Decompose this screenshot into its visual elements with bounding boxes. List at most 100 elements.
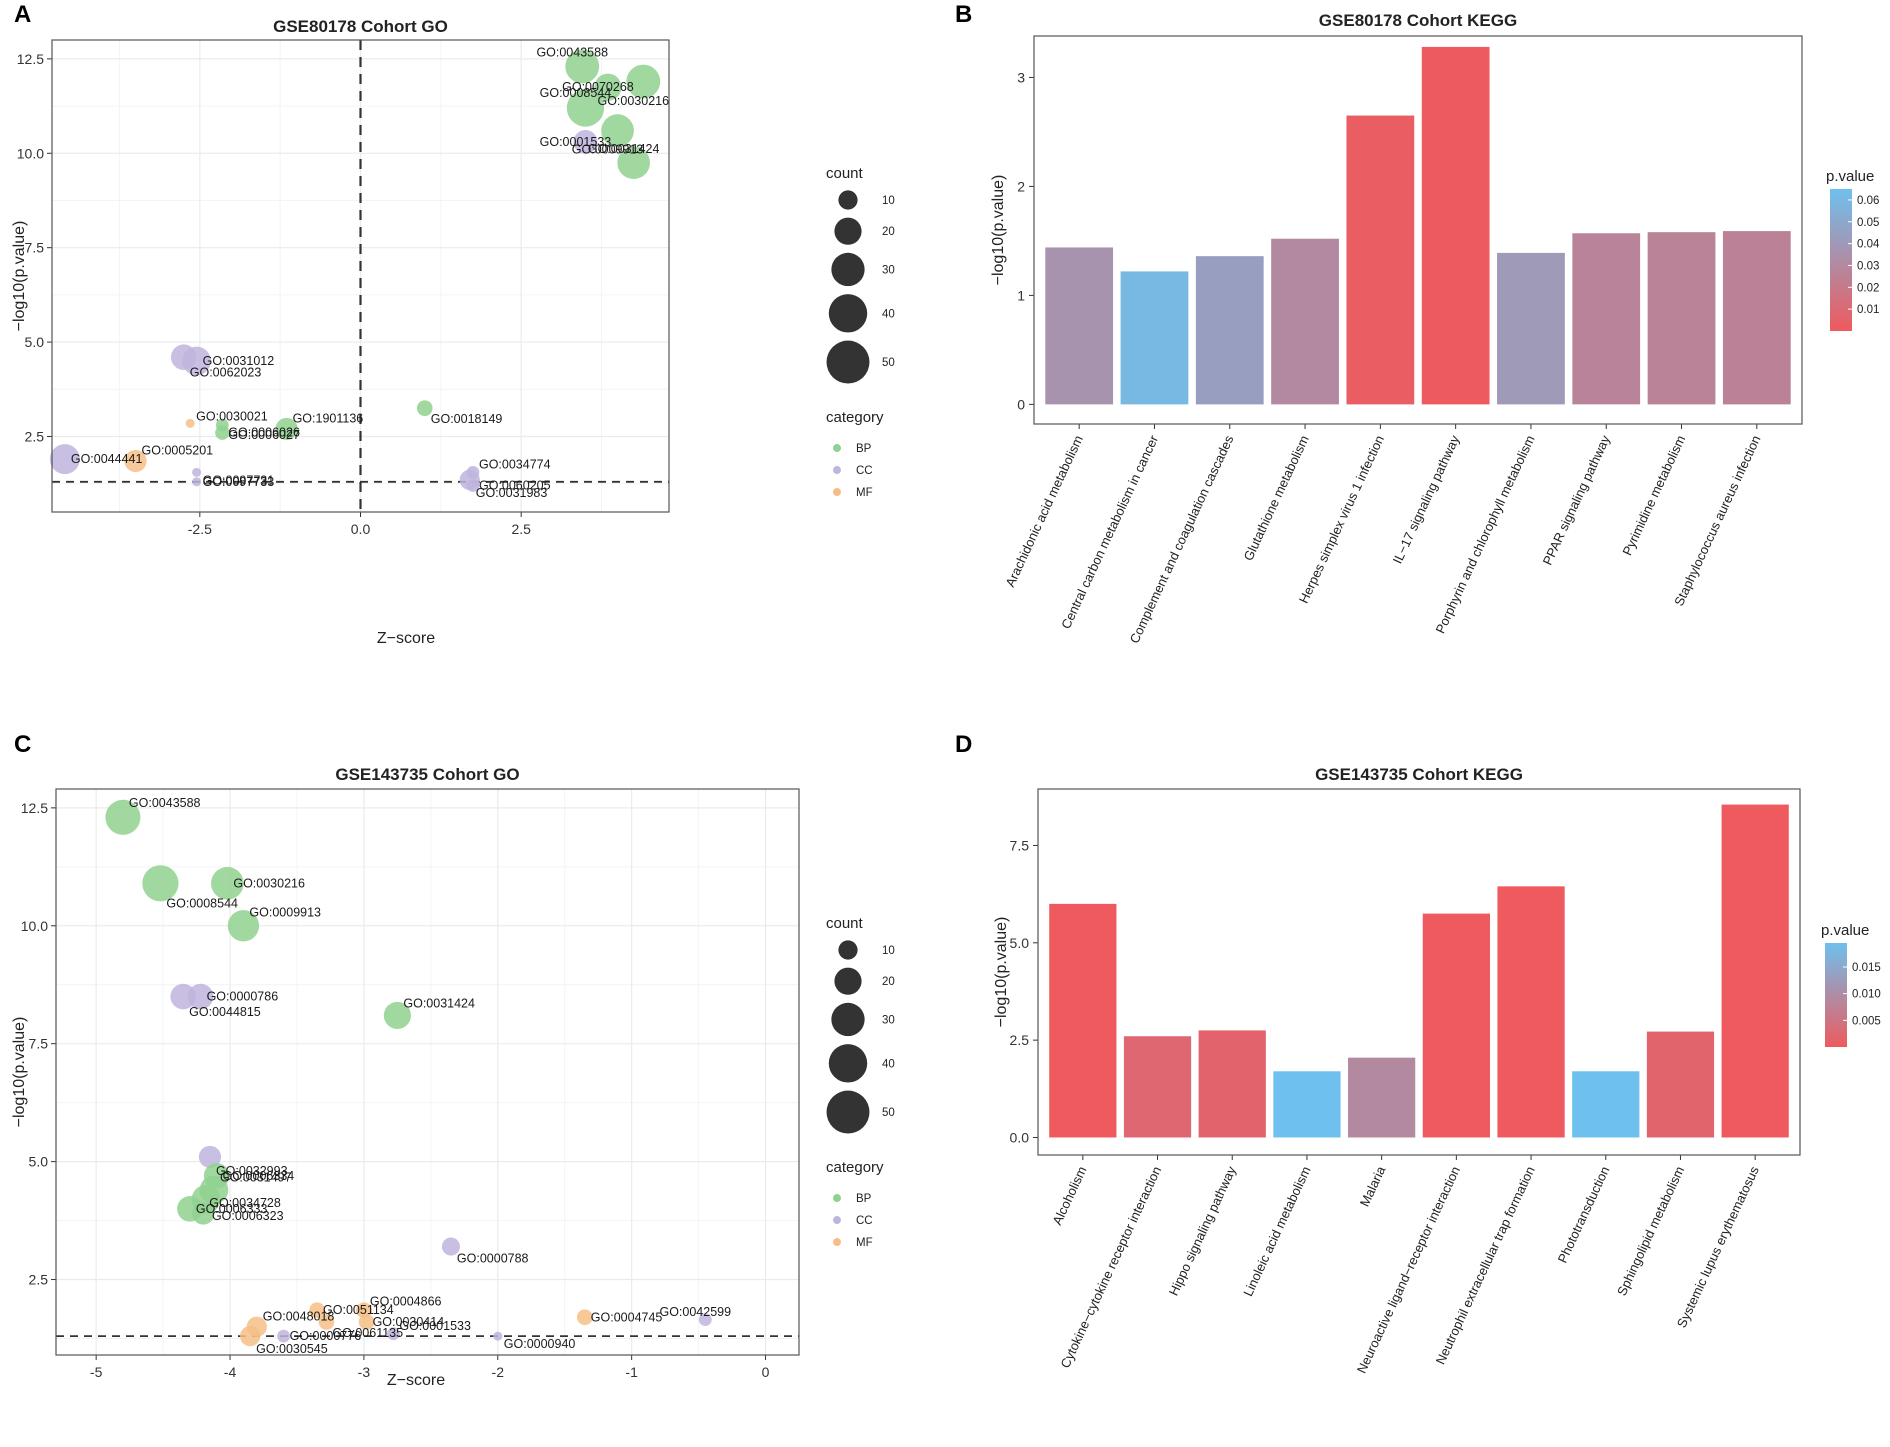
size-legend-label: 50 [882,357,895,369]
bar [1646,1031,1715,1138]
colorbar-tick-label: 0.010 [1852,989,1881,1001]
panel-letter-c: C [14,731,31,758]
bar [1422,913,1490,1138]
panel-a: GSE80178 Cohort GO −log10(p.value) -2.5 0.0… [11,17,895,647]
category-legend-key [833,1238,841,1247]
y-axis-label: −log10(p.value) [11,1017,28,1128]
data-point-label: GO:0043588 [536,45,608,59]
category-legend-title: category [826,1159,884,1176]
category-legend-key [833,466,841,475]
data-point [617,146,650,180]
data-point-label: GO:0030216 [233,876,305,890]
data-point [565,49,600,84]
category-legend-key [833,488,841,497]
y-tick-label: 7.5 [1010,837,1030,853]
data-point-label: GO:0030545 [256,1342,328,1356]
x-tick-label: Linoleic acid metabolism [1240,1164,1313,1299]
x-tick-label: Arachidonic acid metabolism [1002,433,1086,589]
data-point [182,346,211,376]
data-point-label: GO:0042599 [659,1305,731,1319]
x-tick-label: Systemic lupus erythematosus [1674,1163,1762,1330]
size-legend-key [834,967,862,995]
data-point-label: GO:0030414 [373,1315,445,1329]
data-point-label: GO:0044441 [71,452,143,466]
bar [1421,46,1490,405]
x-tick-label: -4 [224,1364,237,1380]
data-point-label: GO:0031424 [588,142,660,156]
data-point-label: GO:0006323 [212,1209,284,1223]
category-legend-key [833,1194,841,1203]
x-tick-label: -5 [90,1364,103,1380]
y-axis-label: −log10(p.value) [990,175,1007,286]
data-point-label: GO:0060205 [479,479,551,493]
y-tick-label: 2.5 [25,428,45,444]
data-point [493,1331,503,1341]
data-point-label: GO:0032993 [216,1164,288,1178]
data-point [358,1314,375,1330]
x-axis-label: Z−score [387,1372,445,1389]
data-point-label: GO:0043588 [129,796,201,810]
data-point [309,1302,325,1319]
x-tick-label: Alcoholism [1049,1164,1089,1227]
size-legend-label: 40 [882,1058,895,1070]
data-point-label: GO:0061135 [332,1326,403,1340]
bar [1647,232,1716,405]
chart-title: GSE80178 Cohort GO [273,17,448,36]
data-point-label: GO:0062023 [190,366,262,380]
size-legend-label: 20 [882,976,895,988]
data-point [416,400,433,416]
y-tick-label: 2 [1017,178,1025,194]
data-point [49,444,80,475]
size-legend-key [828,1044,868,1083]
data-point-label: GO:0031497 [220,1170,292,1184]
data-point-label: GO:0006334 [223,1169,295,1183]
x-tick-label: Herpes simplex virus 1 infection [1296,433,1387,606]
x-tick-label: 2.5 [511,521,531,537]
data-point-label: GO:0031012 [203,354,275,368]
data-point-label: GO:0030021 [196,410,268,424]
data-point [187,983,214,1010]
data-point-label: GO:0009913 [572,142,644,156]
data-point-label: GO:0008544 [540,86,612,100]
chart-title: GSE143735 Cohort GO [335,765,519,784]
chart-title: GSE143735 Cohort KEGG [1315,765,1523,784]
data-point-label: GO:0006333 [196,1202,268,1216]
y-tick-label: 3 [1017,69,1025,85]
x-tick-label: IL−17 signaling pathway [1390,432,1463,566]
y-tick-label: 12.5 [21,800,48,816]
plot-border [1033,35,1803,425]
x-tick-label: Staphylococcus aureus infection [1671,433,1763,608]
bar [1721,804,1789,1138]
data-point-label: GO:0031424 [403,996,475,1010]
data-point [698,1313,712,1327]
data-point-label: GO:0097733 [203,475,275,489]
category-legend-label: BP [856,1193,872,1205]
data-point-label: GO:0006026 [228,426,300,440]
data-point-label: GO:0034728 [209,1196,281,1210]
colorbar [1825,943,1847,1047]
y-tick-label: 7.5 [25,240,45,256]
data-point [356,1302,372,1319]
bar [1572,233,1641,405]
colorbar-title: p.value [1826,168,1874,185]
y-tick-label: 0.0 [1010,1129,1030,1145]
bar [1346,115,1415,405]
y-axis-label: −log10(p.value) [993,917,1010,1028]
plot-border [55,788,800,1356]
y-tick-label: 5.0 [29,1154,49,1170]
x-tick-label: 0 [762,1364,770,1380]
data-point [626,64,661,99]
y-tick-label: 10.0 [17,145,44,161]
colorbar-tick-label: 0.02 [1857,282,1879,294]
size-legend-key [831,252,865,287]
y-tick-label: 10.0 [21,918,48,934]
x-tick-label: -3 [358,1364,371,1380]
size-legend-key [834,217,862,245]
colorbar-tick-label: 0.05 [1857,217,1879,229]
size-legend-label: 30 [882,264,895,276]
data-point-label: GO:0004745 [591,1310,663,1324]
data-point [198,1145,222,1168]
colorbar-tick-label: 0.01 [1857,304,1879,316]
data-point-label: GO:0001533 [399,1319,471,1333]
